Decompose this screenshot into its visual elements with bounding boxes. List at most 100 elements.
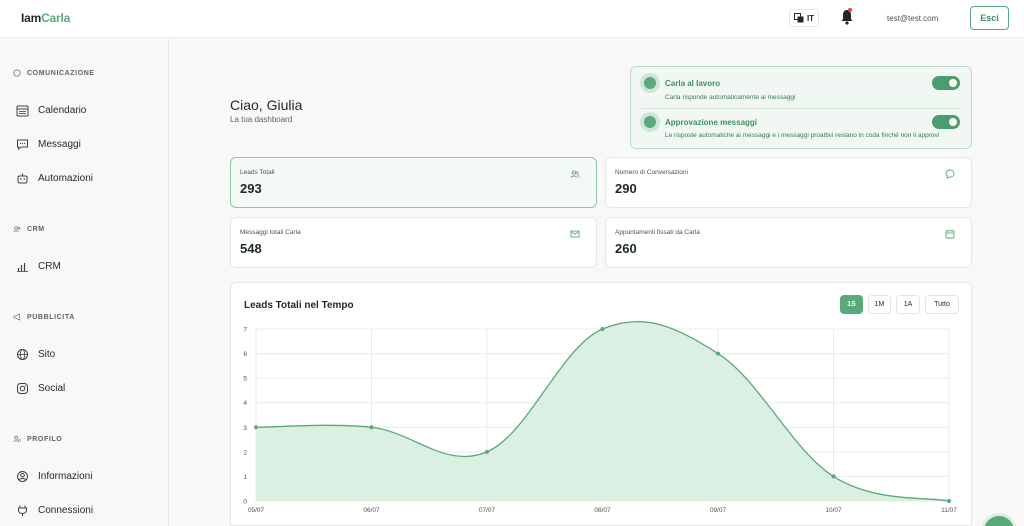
data-point [485, 449, 489, 454]
sidebar-section-crm: CRM [13, 225, 45, 233]
y-tick-label: 6 [243, 351, 247, 358]
sidebar-item-connessioni[interactable]: Connessioni [16, 504, 93, 517]
sidebar-item-automazioni[interactable]: Automazioni [16, 172, 93, 185]
user-email: test@test.com [887, 14, 939, 23]
status-indicator [644, 77, 656, 89]
users-icon [570, 170, 580, 178]
range-tutto-button[interactable]: Tutto [925, 295, 959, 314]
sidebar-item-label: Informazioni [38, 471, 93, 482]
sidebar-item-messaggi[interactable]: Messaggi [16, 138, 81, 151]
chat-bubble-icon [945, 169, 955, 179]
leads-chart-card: Leads Totali nel Tempo 1S 1M 1A Tutto 0 1… [230, 282, 972, 526]
stat-label: Appuntamenti fissati da Carla [615, 229, 700, 236]
y-tick-label: 5 [243, 376, 247, 383]
chat-fab-button[interactable] [984, 516, 1014, 526]
y-tick-label: 7 [243, 327, 247, 334]
sidebar-section-profilo: PROFILO [13, 435, 62, 443]
stat-value: 293 [240, 181, 262, 196]
sidebar-item-crm[interactable]: CRM [16, 260, 61, 273]
sidebar-item-label: Automazioni [38, 173, 94, 184]
range-1s-button[interactable]: 1S [840, 295, 863, 314]
sidebar-item-calendario[interactable]: Calendario [16, 104, 86, 117]
x-tick-label: 09/07 [710, 507, 727, 514]
y-tick-label: 1 [243, 474, 247, 481]
y-tick-label: 4 [243, 400, 247, 407]
sidebar-item-informazioni[interactable]: Informazioni [16, 470, 92, 483]
logout-button[interactable]: Esci [970, 6, 1009, 30]
megaphone-icon [13, 313, 20, 321]
stat-card-appuntamenti[interactable]: Appuntamenti fissati da Carla 260 [605, 217, 972, 268]
instagram-icon [17, 383, 28, 394]
x-tick-label: 06/07 [363, 507, 380, 514]
sidebar-item-label: Messaggi [38, 139, 81, 150]
page-subtitle: La tua dashboard [230, 115, 293, 124]
bar-chart-icon [17, 263, 28, 272]
status-indicator [644, 116, 656, 128]
status-title: Approvazione messaggi [665, 118, 758, 127]
assistant-status-panel: Carla al lavoro Carla risponde automatic… [630, 66, 972, 149]
y-tick-label: 3 [243, 425, 247, 432]
stat-value: 548 [240, 241, 262, 256]
x-tick-label: 08/07 [594, 507, 611, 514]
stat-label: Numero di Conversazioni [615, 169, 688, 176]
sidebar-item-label: Social [38, 383, 66, 394]
stat-card-messaggi-carla[interactable]: Messaggi totali Carla 548 [230, 217, 597, 268]
chart-title: Leads Totali nel Tempo [244, 300, 354, 311]
sidebar-item-label: CRM [38, 261, 61, 272]
calendar-icon [945, 229, 955, 239]
users-icon [13, 226, 21, 233]
language-switcher[interactable]: IT [789, 9, 819, 27]
sidebar-item-sito[interactable]: Sito [16, 348, 55, 361]
data-point [947, 499, 951, 503]
translate-icon [793, 13, 804, 23]
x-tick-label: 05/07 [248, 507, 265, 514]
notification-dot [848, 8, 852, 12]
stat-label: Messaggi totali Carla [240, 229, 301, 236]
sidebar-item-label: Connessioni [38, 505, 94, 516]
data-point [369, 425, 374, 430]
sidebar-section-comunicazione: COMUNICAZIONE [13, 69, 95, 77]
status-description: Carla risponde automaticamente ai messag… [665, 94, 796, 101]
sidebar-section-pubblicita: PUBBLICITA [13, 313, 75, 321]
y-tick-label: 2 [243, 449, 247, 456]
x-tick-label: 11/07 [941, 507, 957, 514]
carla-al-lavoro-toggle[interactable] [932, 76, 960, 90]
series-area [256, 321, 949, 501]
approvazione-messaggi-toggle[interactable] [932, 115, 960, 129]
data-point [831, 474, 836, 479]
sidebar-item-label: Sito [38, 349, 56, 360]
stat-value: 290 [615, 181, 637, 196]
x-tick-label: 07/07 [479, 507, 496, 514]
calendar-icon [16, 105, 29, 117]
x-tick-label: 10/07 [825, 507, 842, 514]
y-tick-label: 0 [243, 499, 247, 506]
page-title: Ciao, Giulia [230, 97, 303, 113]
leads-area-chart: 0 1 2 3 4 5 6 7 05/07 06/07 07/07 08/07 09/07 10/07 11… [243, 320, 957, 514]
chat-bubble-icon [13, 69, 21, 77]
range-1m-button[interactable]: 1M [868, 295, 891, 314]
sidebar-item-label: Calendario [38, 105, 87, 116]
top-header: IamCarla IT test@test.com Esci [0, 0, 1024, 38]
app-logo[interactable]: IamCarla [21, 11, 71, 25]
data-point [600, 327, 605, 331]
stat-card-leads-totali[interactable]: Leads Totali 293 [230, 157, 597, 208]
sidebar-item-social[interactable]: Social [16, 382, 65, 395]
status-description: Le risposte automatiche ai messaggi e i … [665, 132, 940, 139]
user-circle-icon [17, 471, 28, 482]
stat-card-conversazioni[interactable]: Numero di Conversazioni 290 [605, 157, 972, 208]
sidebar: COMUNICAZIONE Calendario Messaggi Automa… [0, 39, 169, 526]
bell-icon[interactable] [840, 9, 854, 25]
globe-icon [17, 349, 28, 360]
mail-icon [570, 230, 580, 238]
stat-value: 260 [615, 241, 637, 256]
language-label: IT [806, 13, 815, 23]
stat-label: Leads Totali [240, 169, 275, 176]
user-cog-icon [13, 435, 21, 443]
data-point [254, 425, 258, 430]
divider [641, 108, 961, 109]
message-icon [17, 139, 28, 151]
robot-icon [17, 173, 28, 184]
range-1a-button[interactable]: 1A [896, 295, 920, 314]
status-title: Carla al lavoro [665, 79, 721, 88]
data-point [716, 351, 720, 356]
